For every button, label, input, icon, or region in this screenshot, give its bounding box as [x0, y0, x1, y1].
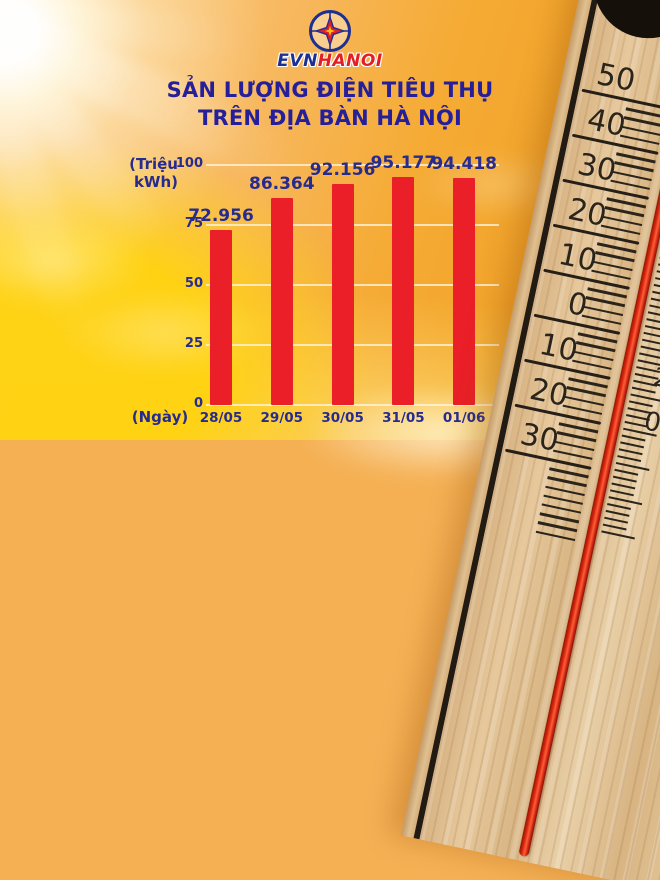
bar-01/06 — [453, 178, 475, 405]
x-tick-label: 29/05 — [250, 410, 314, 426]
x-tick-label: 28/05 — [189, 410, 253, 426]
y-tick-label-25: 25 — [159, 336, 203, 351]
bar-31/05 — [392, 177, 414, 405]
x-tick-label: 01/06 — [432, 410, 496, 426]
bar-value-label: 72.956 — [179, 206, 263, 226]
bar-29/05 — [271, 198, 293, 405]
y-tick-label-100: 100 — [159, 156, 203, 171]
bar-value-label: 94.418 — [422, 154, 506, 174]
bar-30/05 — [332, 184, 354, 405]
y-tick-label-50: 50 — [159, 276, 203, 291]
y-tick-label-0: 0 — [159, 396, 203, 411]
x-tick-label: 30/05 — [311, 410, 375, 426]
x-tick-label: 31/05 — [371, 410, 435, 426]
bar-28/05 — [210, 230, 232, 405]
